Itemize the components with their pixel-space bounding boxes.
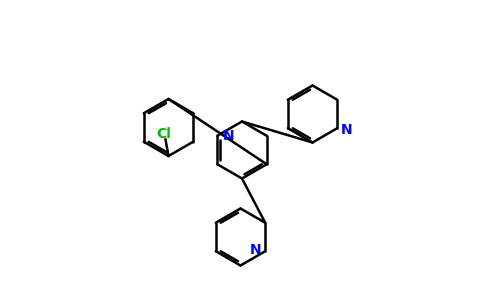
Text: N: N	[223, 129, 234, 143]
Text: N: N	[341, 123, 352, 137]
Text: N: N	[250, 243, 261, 257]
Text: Cl: Cl	[156, 127, 171, 141]
